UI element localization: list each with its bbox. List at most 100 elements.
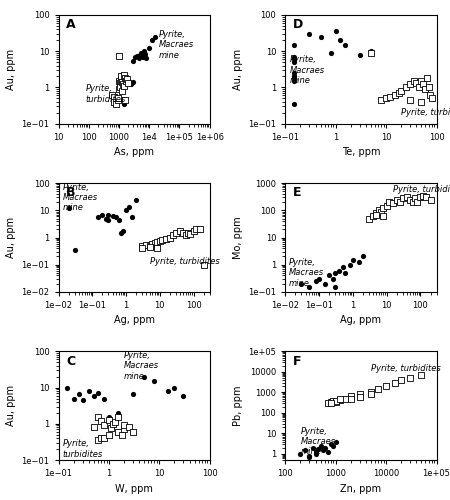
Point	[399, 194, 406, 202]
Point	[336, 396, 343, 404]
Point	[146, 243, 153, 251]
Text: E: E	[293, 186, 302, 200]
Point	[336, 394, 343, 402]
Point	[129, 78, 136, 86]
Point	[98, 434, 105, 442]
Point	[71, 246, 78, 254]
Point	[349, 256, 356, 264]
Point	[306, 453, 313, 461]
Point	[118, 430, 126, 438]
Point	[330, 442, 337, 450]
Point	[410, 77, 417, 85]
Point	[118, 72, 125, 80]
Point	[94, 214, 102, 222]
Text: Pyrite,
turbidites: Pyrite, turbidites	[63, 440, 103, 459]
Point	[396, 89, 403, 97]
Point	[112, 100, 120, 108]
Point	[133, 196, 140, 203]
Point	[422, 85, 429, 93]
Point	[346, 260, 353, 268]
Point	[121, 100, 128, 108]
Point	[412, 194, 419, 202]
Point	[105, 216, 112, 224]
Point	[119, 87, 126, 95]
Point	[398, 376, 405, 384]
Point	[134, 52, 141, 60]
Point	[382, 382, 390, 390]
Point	[166, 234, 174, 241]
X-axis label: Ag, ppm: Ag, ppm	[113, 316, 155, 326]
Point	[117, 79, 124, 87]
Point	[172, 228, 180, 236]
Point	[291, 53, 298, 61]
Point	[125, 204, 132, 212]
Point	[291, 69, 298, 77]
X-axis label: W, ppm: W, ppm	[115, 484, 153, 494]
Point	[365, 214, 373, 222]
Point	[123, 75, 130, 83]
Point	[369, 212, 377, 220]
Point	[120, 80, 127, 88]
Text: Pyrite,
Macraes
mine: Pyrite, Macraes mine	[289, 258, 324, 288]
Point	[122, 74, 129, 82]
Text: Pyrite, turbidites: Pyrite, turbidites	[371, 364, 441, 373]
Point	[332, 28, 339, 36]
Point	[105, 210, 112, 218]
Point	[309, 444, 316, 452]
Point	[122, 96, 129, 104]
Point	[148, 240, 156, 248]
Point	[187, 230, 194, 238]
Point	[183, 232, 190, 239]
Point	[151, 378, 158, 386]
Point	[109, 420, 117, 428]
Point	[132, 53, 139, 61]
Point	[305, 283, 312, 291]
Point	[136, 50, 144, 58]
Point	[146, 242, 153, 250]
Point	[153, 238, 160, 246]
Point	[356, 50, 363, 58]
Point	[111, 98, 118, 106]
Point	[386, 198, 393, 206]
Point	[423, 194, 430, 202]
Point	[128, 214, 135, 222]
Point	[159, 236, 166, 244]
Point	[102, 214, 109, 222]
Point	[327, 49, 334, 57]
Point	[321, 280, 328, 287]
Point	[114, 96, 121, 104]
Point	[108, 424, 115, 432]
Point	[151, 238, 158, 246]
Point	[367, 47, 374, 55]
Point	[297, 450, 304, 458]
Point	[406, 80, 414, 88]
Point	[380, 212, 387, 220]
Point	[332, 398, 339, 406]
Point	[115, 52, 122, 60]
Point	[396, 198, 404, 206]
Point	[121, 71, 128, 79]
X-axis label: Te, ppm: Te, ppm	[342, 147, 380, 157]
Point	[413, 79, 420, 87]
Point	[418, 98, 425, 106]
Point	[148, 36, 155, 44]
Point	[341, 394, 348, 402]
Point	[341, 41, 348, 49]
Point	[135, 54, 142, 62]
Point	[392, 92, 399, 100]
Point	[105, 430, 112, 438]
Point	[378, 96, 385, 104]
Point	[65, 204, 72, 212]
Point	[117, 228, 124, 236]
Text: B: B	[66, 186, 76, 200]
Point	[125, 77, 132, 85]
Point	[105, 416, 112, 424]
Point	[312, 448, 319, 456]
Point	[115, 216, 122, 224]
Point	[171, 384, 178, 392]
Point	[336, 266, 343, 274]
Point	[336, 36, 343, 44]
Point	[393, 196, 400, 203]
Point	[347, 392, 355, 400]
Text: D: D	[293, 18, 303, 32]
